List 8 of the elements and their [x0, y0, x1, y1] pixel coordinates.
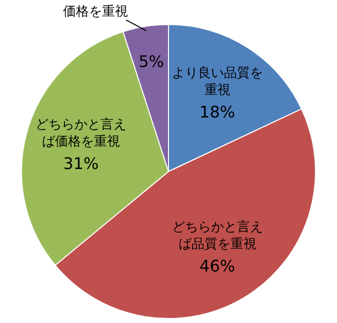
slice-label: どちらかと言えば価格を重視 — [35, 116, 126, 150]
slice-label: 価格を重視 — [63, 4, 128, 20]
data-label: 5% — [138, 52, 164, 71]
data-label: 18% — [200, 102, 236, 122]
data-label: 46% — [200, 256, 236, 276]
slice-label: どちらかと言えば品質を重視 — [172, 218, 263, 252]
slice-label: より良い品質を重視 — [172, 66, 263, 98]
data-label: 31% — [63, 154, 99, 174]
